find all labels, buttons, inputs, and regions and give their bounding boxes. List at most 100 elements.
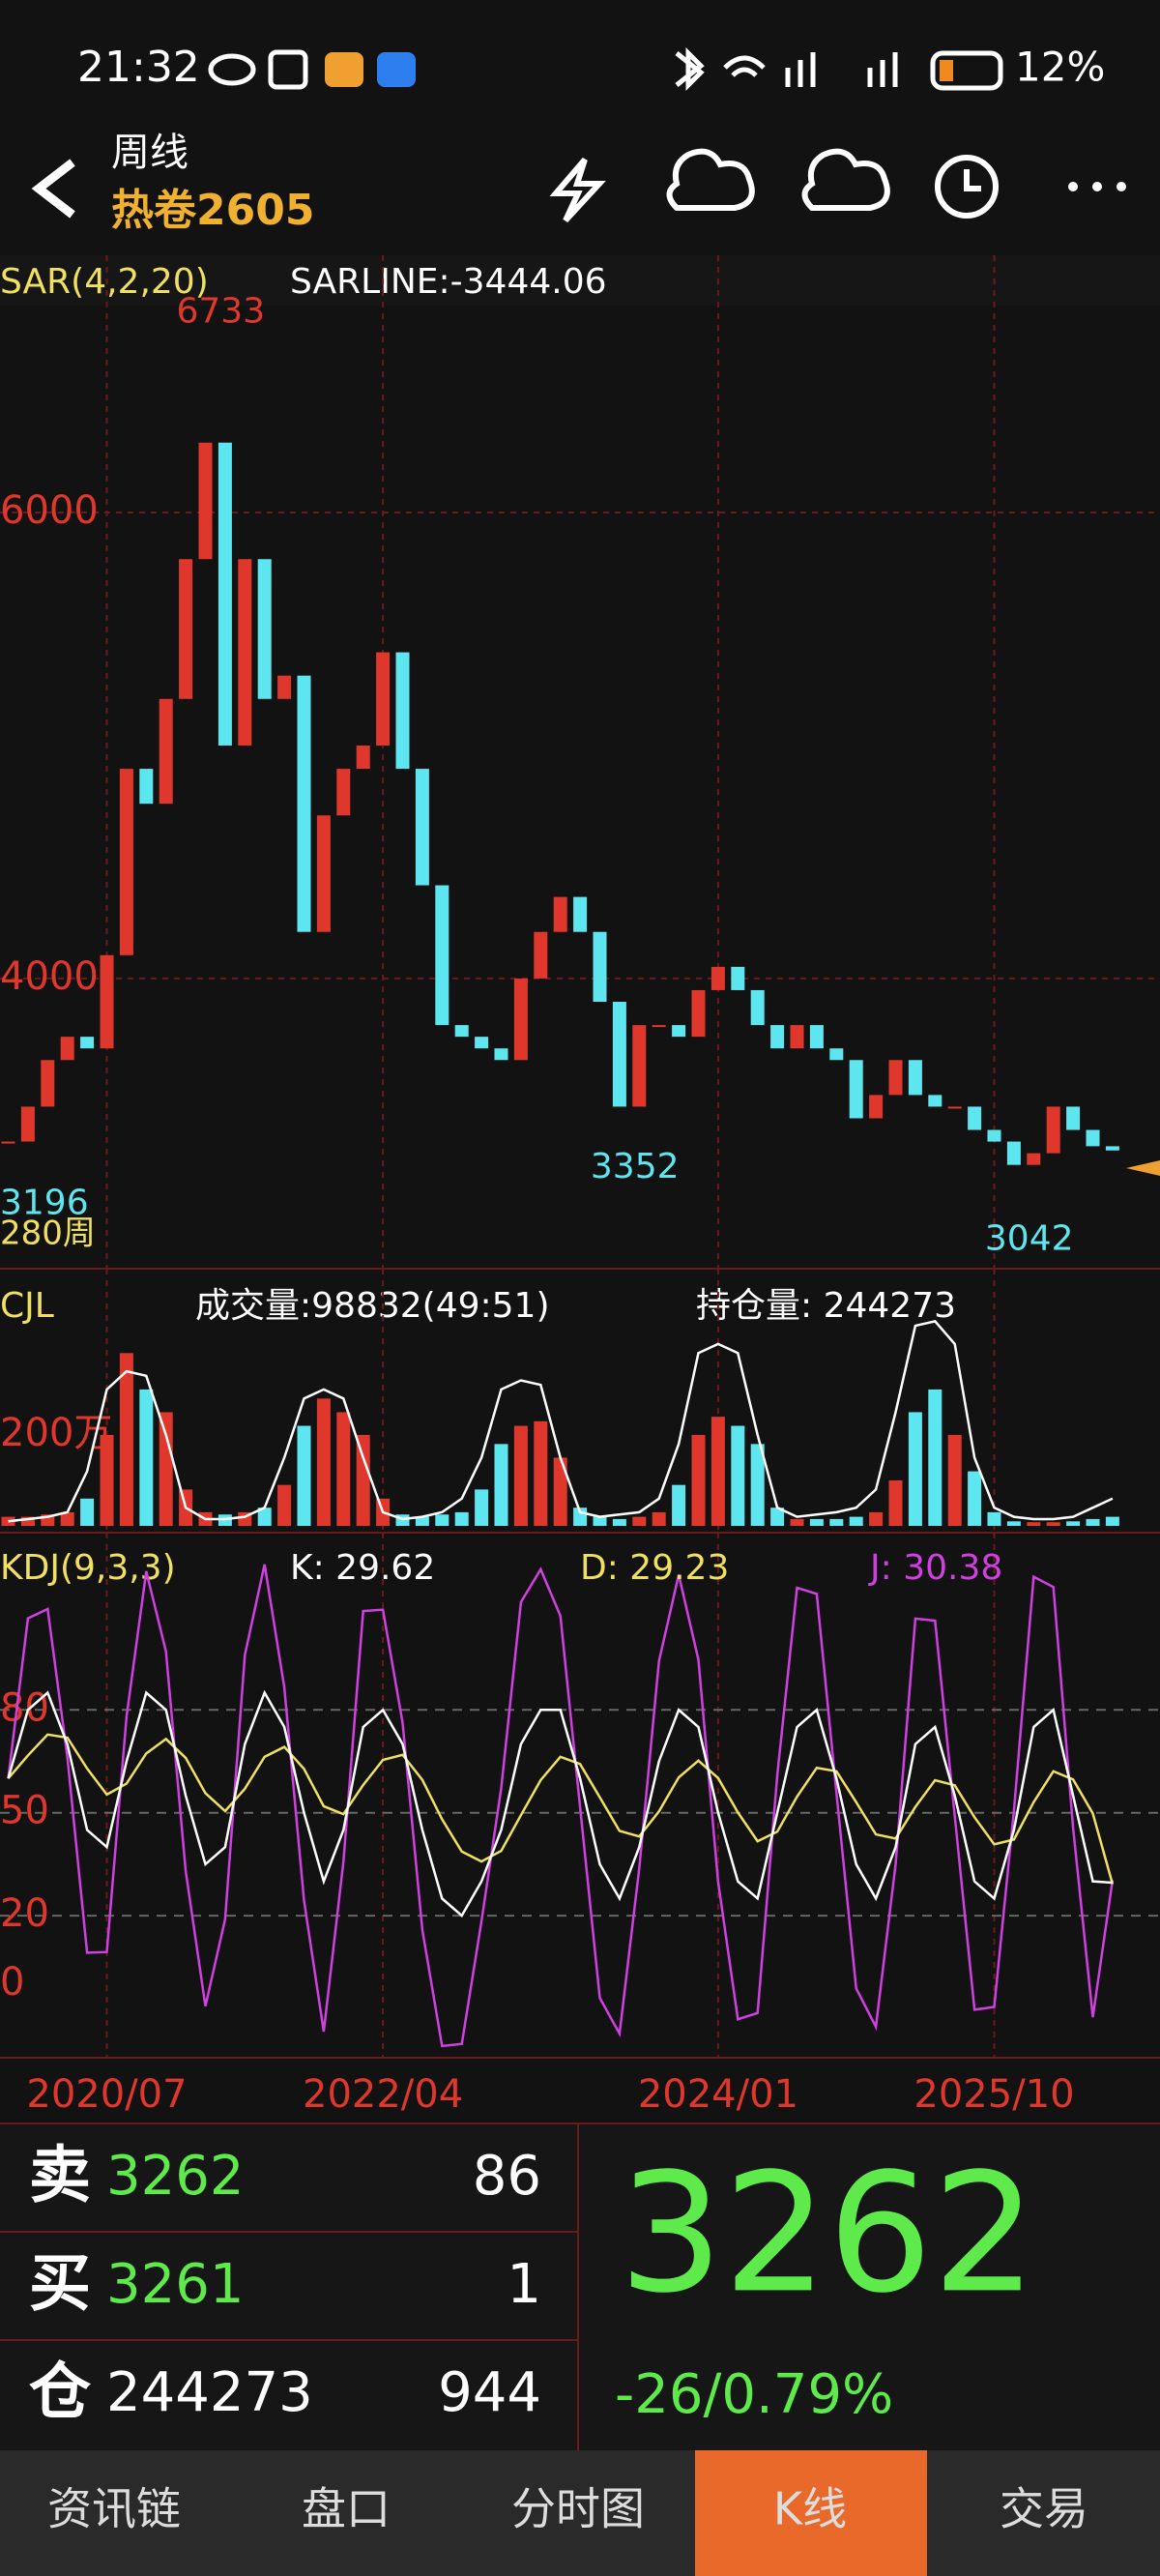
price-annotation: 3196 — [0, 1184, 89, 1223]
candle — [435, 885, 450, 1026]
candle — [139, 769, 154, 805]
candle — [652, 1025, 666, 1028]
volume-bar — [435, 1514, 450, 1526]
candle — [731, 966, 745, 990]
candle — [395, 652, 410, 770]
volume-bar — [277, 1484, 292, 1526]
volume-bar — [1066, 1521, 1081, 1526]
period-count: 280周 — [0, 1215, 96, 1253]
tab[interactable]: K线 — [773, 2483, 847, 2535]
kdj-legend: J: 30.38 — [868, 1548, 1002, 1588]
back-button[interactable] — [31, 159, 75, 219]
last-price: 3262 — [619, 2138, 1037, 2329]
volume-bar — [553, 1457, 567, 1526]
volume-bar — [593, 1516, 607, 1526]
quote-label: 卖 — [29, 2141, 91, 2212]
candle — [710, 966, 725, 990]
candle — [869, 1095, 884, 1119]
candle — [1046, 1106, 1060, 1154]
volume-bar — [731, 1425, 745, 1526]
candle — [1066, 1106, 1081, 1130]
volume-bar — [454, 1511, 469, 1526]
candle — [376, 652, 391, 746]
kdj-legend: K: 29.62 — [290, 1548, 435, 1588]
x-tick-label: 2025/10 — [914, 2072, 1074, 2117]
x-tick-label: 2020/07 — [26, 2072, 187, 2117]
kdj-line — [7, 1564, 1115, 2048]
tab[interactable]: 盘口 — [302, 2483, 391, 2535]
tab[interactable]: 分时图 — [511, 2483, 645, 2535]
candle — [632, 1025, 647, 1107]
candle — [553, 896, 567, 932]
open-interest-label: 持仓量: 244273 — [696, 1286, 956, 1326]
y-tick-label: 6000 — [0, 488, 99, 533]
candle — [691, 989, 706, 1038]
candle — [1105, 1146, 1119, 1151]
price-change: -26/0.79% — [615, 2363, 893, 2426]
x-tick-label: 2024/01 — [638, 2072, 798, 2117]
candle — [750, 989, 765, 1026]
candle — [593, 931, 607, 1003]
volume-bar — [1006, 1521, 1021, 1526]
kdj-line — [7, 1733, 1115, 1885]
active-tab — [695, 2450, 927, 2576]
candle — [849, 1060, 863, 1119]
candle — [80, 1037, 95, 1049]
candle — [159, 698, 173, 805]
volume-bar — [297, 1425, 311, 1526]
volume-bar — [888, 1479, 903, 1526]
candle — [60, 1037, 74, 1061]
volume-bar — [809, 1518, 824, 1526]
volume-bar — [947, 1434, 962, 1526]
volume-bar — [80, 1498, 95, 1526]
candle — [336, 769, 351, 816]
volume-label: 成交量:98832(49:51) — [195, 1286, 550, 1326]
candle — [198, 442, 213, 560]
last-price-marker — [1126, 1160, 1160, 1176]
tab[interactable]: 资讯链 — [47, 2483, 181, 2535]
candle — [928, 1095, 942, 1107]
volume-bar — [869, 1511, 884, 1526]
y-tick-label: 0 — [0, 1960, 24, 2005]
toolbar-icons[interactable] — [549, 148, 999, 223]
volume-bar — [100, 1434, 114, 1526]
candle — [809, 1025, 824, 1049]
candle — [1006, 1141, 1021, 1165]
candle — [277, 675, 292, 699]
status-icons — [208, 46, 1003, 92]
candle — [494, 1048, 508, 1061]
quote-label: 买 — [29, 2249, 91, 2321]
volume-bar — [475, 1489, 489, 1526]
candle — [534, 931, 548, 979]
volume-bar — [119, 1353, 133, 1526]
candle — [119, 769, 133, 955]
volume-bar — [1086, 1518, 1100, 1526]
candle — [968, 1106, 982, 1130]
clock: 21:32 — [77, 43, 200, 92]
y-tick-label: 4000 — [0, 954, 99, 999]
candle — [257, 559, 272, 699]
quote-price: 3262 — [106, 2145, 245, 2208]
quote-qty: 86 — [473, 2145, 541, 2208]
volume-bar — [20, 1516, 35, 1526]
quote-panel: 3262 -26/0.79% — [0, 2122, 1160, 2450]
candle — [316, 815, 331, 932]
volume-bar — [415, 1516, 429, 1526]
more-menu[interactable] — [1068, 182, 1126, 191]
period: 周线 — [111, 131, 188, 175]
tab[interactable]: 交易 — [1000, 2483, 1088, 2535]
candle — [829, 1048, 844, 1061]
price-annotation: 3352 — [591, 1147, 680, 1186]
volume-bar — [1027, 1522, 1041, 1526]
sarline-label: SARLINE:-3444.06 — [290, 262, 607, 302]
candle — [179, 559, 193, 699]
volume-bar — [770, 1508, 785, 1526]
volume-bar — [691, 1434, 706, 1526]
volume-bar — [1, 1516, 15, 1526]
candle — [573, 896, 588, 932]
candle — [1086, 1129, 1100, 1147]
candle — [218, 442, 232, 746]
volume-bar — [41, 1514, 55, 1526]
